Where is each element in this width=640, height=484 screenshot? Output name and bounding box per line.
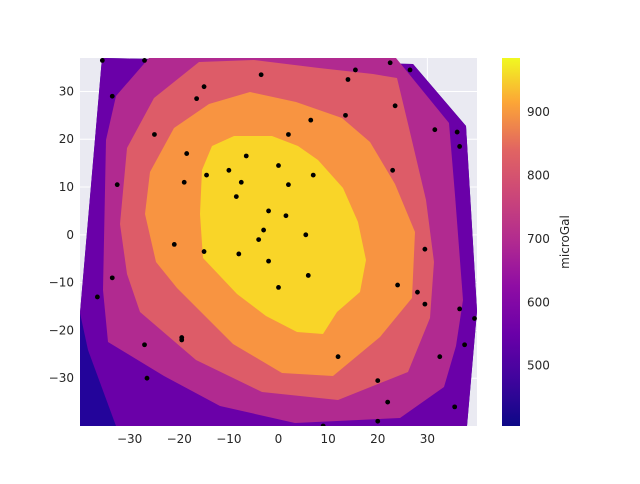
y-tick-label: −20 — [49, 323, 74, 337]
data-point — [415, 289, 420, 295]
data-point — [472, 316, 477, 321]
y-tick-label: −10 — [49, 276, 74, 290]
data-point — [432, 127, 438, 133]
data-point — [392, 103, 398, 109]
x-tick-label: −10 — [216, 432, 241, 446]
data-point — [305, 273, 311, 278]
data-point — [194, 96, 200, 102]
data-point — [144, 375, 150, 381]
data-point — [109, 275, 115, 281]
data-point — [454, 129, 460, 135]
data-point — [385, 399, 391, 405]
x-tick-label: −20 — [167, 432, 192, 446]
colorbar-tick-label: 600 — [527, 295, 550, 309]
data-point — [114, 182, 120, 188]
colorbar-tick-label: 900 — [527, 105, 550, 119]
data-point — [286, 132, 291, 137]
colorbar-tick-label: 800 — [527, 168, 550, 182]
y-tick-label: 10 — [59, 180, 74, 194]
data-point — [201, 249, 207, 254]
data-point — [353, 67, 358, 73]
data-point — [266, 258, 271, 264]
data-point — [261, 227, 267, 233]
contour-band-6 — [200, 136, 366, 334]
data-point — [422, 301, 428, 307]
data-point — [345, 77, 351, 82]
data-point — [422, 246, 428, 252]
data-point — [320, 423, 326, 426]
data-point — [343, 112, 348, 118]
data-point — [236, 251, 242, 257]
x-tick-label: 0 — [275, 432, 283, 446]
y-tick-label: 30 — [59, 84, 74, 98]
data-points — [94, 58, 477, 426]
data-point — [233, 194, 239, 199]
data-point — [335, 354, 341, 360]
data-point — [142, 342, 147, 348]
data-point — [283, 213, 289, 219]
data-point — [390, 167, 396, 173]
colorbar-tick-label: 500 — [527, 359, 550, 373]
data-point — [243, 153, 249, 159]
data-point — [457, 306, 463, 312]
x-tick-labels: −30 −20 −10 0 10 20 30 — [117, 432, 435, 446]
data-point — [276, 163, 281, 168]
colorbar — [502, 58, 520, 426]
data-point — [204, 172, 209, 178]
data-point — [94, 294, 100, 300]
data-point — [109, 93, 115, 99]
data-point — [286, 182, 291, 188]
data-point — [99, 58, 105, 63]
y-tick-label: −30 — [49, 371, 74, 385]
x-tick-label: −30 — [117, 432, 142, 446]
data-point — [395, 282, 400, 288]
colorbar-label: microGal — [558, 215, 572, 269]
data-point — [142, 58, 147, 63]
data-point — [256, 237, 262, 243]
colorbar-tick-label: 700 — [527, 232, 550, 246]
data-point — [407, 67, 413, 73]
data-point — [179, 337, 185, 343]
data-point — [266, 208, 271, 214]
data-point — [310, 172, 316, 178]
data-point — [462, 342, 467, 348]
data-point — [308, 117, 314, 123]
data-point — [437, 354, 443, 360]
data-point — [303, 232, 309, 238]
data-point — [452, 404, 458, 410]
data-point — [375, 378, 381, 383]
x-tick-label: 10 — [320, 432, 335, 446]
y-tick-label: 20 — [59, 132, 74, 146]
data-point — [375, 418, 381, 424]
data-point — [181, 179, 187, 185]
colorbar-ticks: 500 600 700 800 900 — [527, 105, 550, 373]
x-tick-label: 20 — [370, 432, 385, 446]
data-point — [258, 72, 264, 78]
data-point — [276, 285, 281, 290]
data-point — [457, 144, 463, 149]
data-point — [238, 179, 244, 185]
data-point — [387, 60, 393, 66]
data-point — [184, 151, 190, 156]
data-point — [201, 84, 207, 90]
data-point — [226, 167, 232, 173]
x-tick-label: 30 — [420, 432, 435, 446]
y-tick-labels: −30 −20 −10 0 10 20 30 — [49, 84, 74, 385]
y-tick-label: 0 — [66, 228, 74, 242]
data-point — [171, 241, 177, 247]
data-point — [152, 132, 157, 137]
